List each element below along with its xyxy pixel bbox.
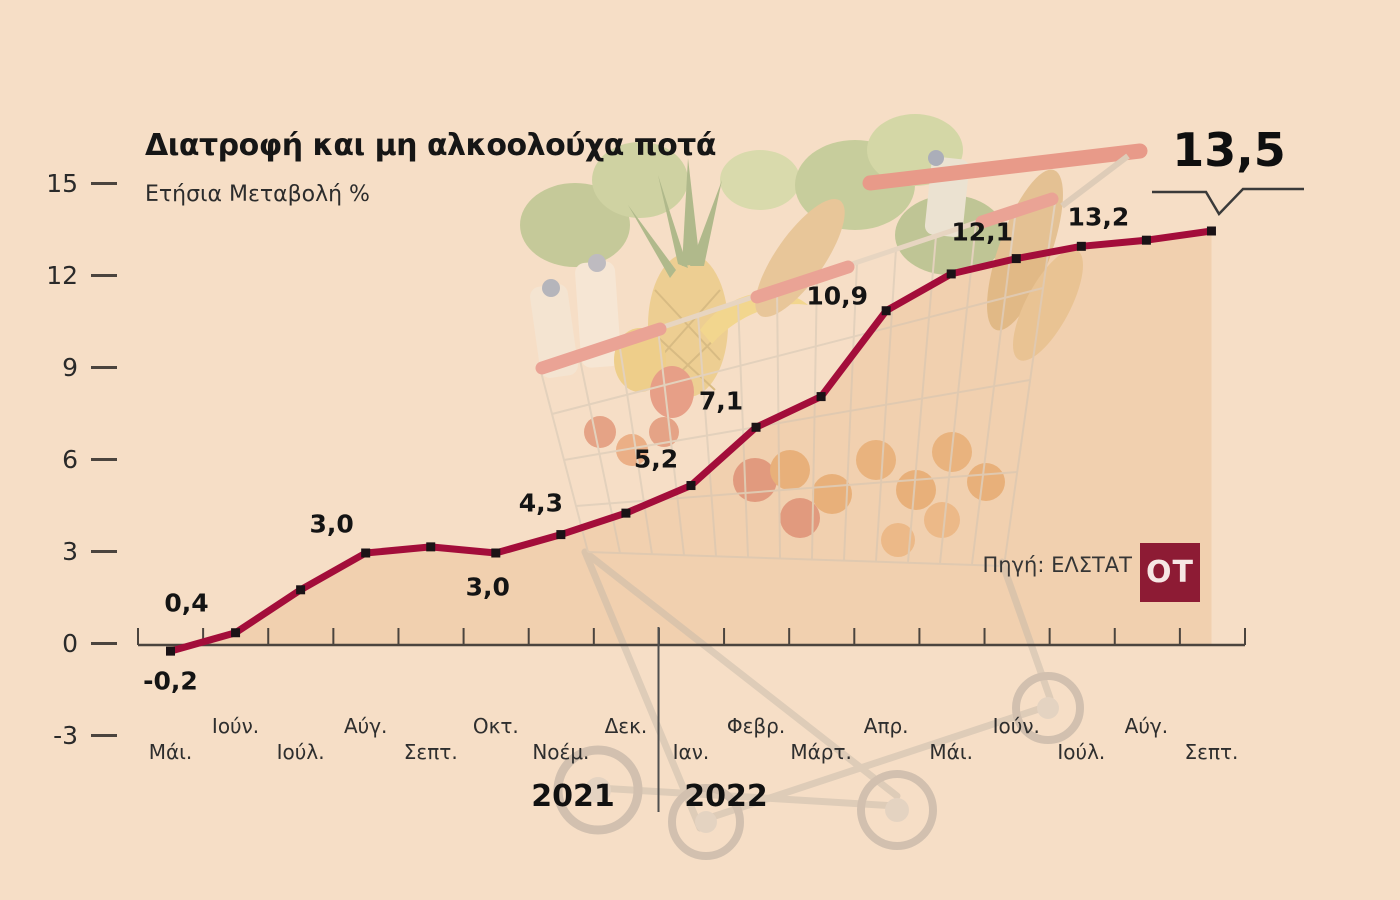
point-marker <box>881 306 891 316</box>
cart-rim-red <box>535 192 1059 375</box>
cart-handle-post <box>1060 153 1130 209</box>
chart-layer <box>137 226 1246 812</box>
cart-frame <box>581 548 1054 832</box>
point-marker <box>1141 235 1151 245</box>
cart-rim <box>539 193 1057 371</box>
point-marker <box>1011 254 1021 264</box>
point-marker <box>946 269 956 279</box>
point-marker <box>1206 226 1216 236</box>
pineapple-crown <box>628 158 722 278</box>
point-marker <box>296 585 306 595</box>
cart-basket <box>539 195 1057 567</box>
series-area-fill <box>170 231 1212 652</box>
point-marker <box>491 548 501 558</box>
point-marker <box>166 646 175 656</box>
cart-wheel <box>553 672 1084 860</box>
point-marker <box>426 542 436 552</box>
cart-handle <box>862 143 1148 191</box>
point-marker <box>231 628 241 638</box>
point-marker <box>361 548 371 558</box>
point-marker <box>751 422 761 432</box>
point-marker <box>686 481 696 491</box>
point-marker <box>1076 241 1086 251</box>
point-marker <box>621 508 631 518</box>
callout-bracket <box>1152 187 1304 217</box>
area-fill-layer <box>170 231 1212 652</box>
point-marker <box>816 392 826 402</box>
point-marker <box>556 530 566 540</box>
shopping-cart-image <box>520 114 1148 860</box>
groceries <box>520 114 1083 557</box>
